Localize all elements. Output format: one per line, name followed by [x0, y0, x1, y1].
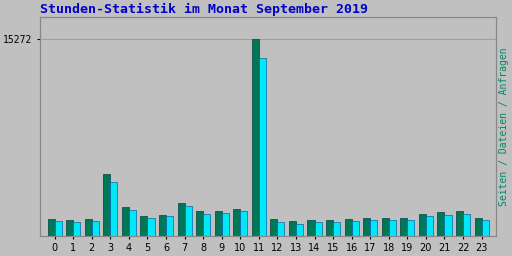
Bar [185, 206, 191, 236]
Bar [296, 224, 303, 236]
Bar [233, 209, 240, 236]
Bar [73, 222, 80, 236]
Bar [166, 216, 173, 236]
Bar [110, 182, 117, 236]
Bar [326, 220, 333, 236]
Bar [215, 211, 222, 236]
Bar [314, 222, 322, 236]
Bar [389, 220, 396, 236]
Bar [400, 218, 408, 236]
Bar [382, 218, 389, 236]
Bar [48, 219, 55, 236]
Bar [140, 216, 147, 236]
Bar [259, 58, 266, 236]
Bar [222, 213, 229, 236]
Bar [196, 211, 203, 236]
Bar [147, 218, 155, 236]
Bar [84, 219, 92, 236]
Bar [345, 219, 352, 236]
Bar [352, 221, 359, 236]
Bar [270, 219, 278, 236]
Bar [203, 214, 210, 236]
Bar [122, 207, 129, 236]
Bar [308, 220, 314, 236]
Bar [419, 214, 426, 236]
Bar [437, 212, 444, 236]
Bar [240, 210, 247, 236]
Text: Stunden-Statistik im Monat September 2019: Stunden-Statistik im Monat September 201… [40, 3, 368, 16]
Bar [370, 220, 377, 236]
Bar [463, 214, 470, 236]
Bar [278, 222, 285, 236]
Bar [178, 204, 185, 236]
Bar [363, 218, 370, 236]
Bar [456, 211, 463, 236]
Bar [408, 220, 414, 236]
Bar [475, 218, 482, 236]
Bar [252, 39, 259, 236]
Bar [159, 215, 166, 236]
Bar [482, 220, 488, 236]
Bar [426, 216, 433, 236]
Bar [444, 215, 452, 236]
Bar [66, 220, 73, 236]
Bar [55, 221, 62, 236]
Bar [103, 174, 110, 236]
Bar [333, 222, 340, 236]
Bar [289, 221, 296, 236]
Bar [129, 210, 136, 236]
Y-axis label: Seiten / Dateien / Anfragen: Seiten / Dateien / Anfragen [499, 47, 509, 206]
Bar [92, 221, 99, 236]
